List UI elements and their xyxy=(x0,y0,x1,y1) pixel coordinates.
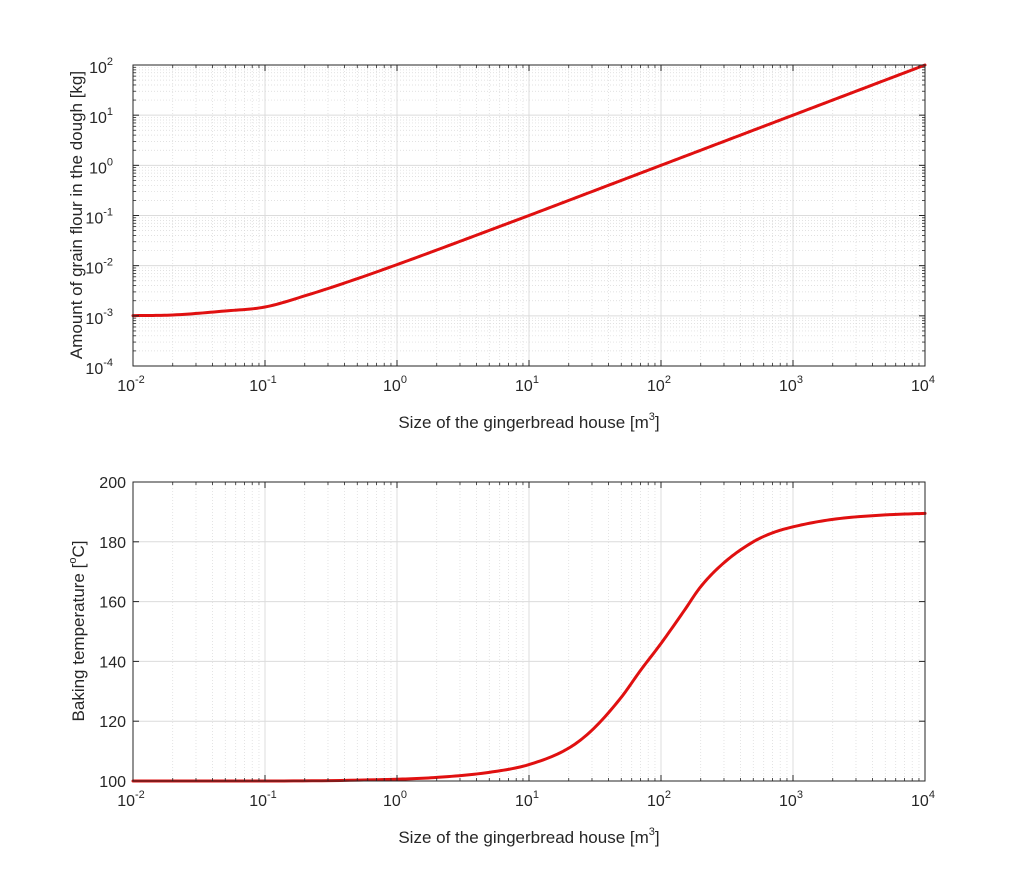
x-tick-label: 10-2 xyxy=(117,374,145,395)
x-tick-label: 101 xyxy=(515,374,539,395)
y-tick-label: 120 xyxy=(99,714,126,731)
y-tick-label: 10-2 xyxy=(85,257,113,278)
x-tick-label: 10-1 xyxy=(249,374,277,395)
y-tick-label: 200 xyxy=(99,475,126,492)
x-tick-label: 10-1 xyxy=(249,789,277,810)
top-x-axis-label: Size of the gingerbread house [m3] xyxy=(398,411,659,432)
y-tick-label: 160 xyxy=(99,595,126,612)
y-tick-label: 100 xyxy=(89,156,113,177)
y-tick-label: 10-1 xyxy=(85,207,113,228)
series-line xyxy=(131,511,927,783)
x-tick-label: 101 xyxy=(515,789,539,810)
y-tick-label: 10-4 xyxy=(85,357,113,378)
bottom-ticks xyxy=(132,481,926,782)
bottom-y-axis-label: Baking temperature [oC] xyxy=(67,541,88,722)
bottom-x-axis-label: Size of the gingerbread house [m3] xyxy=(398,826,659,847)
y-tick-label: 10-3 xyxy=(85,307,113,328)
x-tick-label: 104 xyxy=(911,789,935,810)
top-x-tick-labels: 10-2 10-1 100 101 102 103 104 xyxy=(117,374,935,395)
top-grid xyxy=(133,65,925,366)
bottom-grid xyxy=(133,482,925,781)
x-tick-label: 100 xyxy=(383,374,407,395)
y-tick-label: 180 xyxy=(99,535,126,552)
bottom-x-tick-labels: 10-2 10-1 100 101 102 103 104 xyxy=(117,789,935,810)
y-tick-label: 100 xyxy=(99,774,126,791)
y-tick-label: 101 xyxy=(89,106,113,127)
x-tick-label: 104 xyxy=(911,374,935,395)
x-tick-label: 103 xyxy=(779,789,803,810)
y-tick-label: 102 xyxy=(89,56,113,77)
top-y-tick-labels: 10-4 10-3 10-2 10-1 100 101 102 xyxy=(85,56,113,378)
bottom-chart: 10-2 10-1 100 101 102 103 104 100 120 140 160 180 2… xyxy=(67,475,935,847)
top-y-axis-label: Amount of grain flour in the dough [kg] xyxy=(67,71,86,359)
bottom-series xyxy=(131,511,927,783)
series-line xyxy=(131,63,927,318)
x-tick-label: 100 xyxy=(383,789,407,810)
y-tick-label: 140 xyxy=(99,654,126,671)
top-chart: 10-2 10-1 100 101 102 103 104 10-4 10-3 10-2 10-1… xyxy=(67,56,935,432)
bottom-y-tick-labels: 100 120 140 160 180 200 xyxy=(99,475,126,791)
top-ticks xyxy=(132,64,926,367)
x-tick-label: 102 xyxy=(647,374,671,395)
x-tick-label: 102 xyxy=(647,789,671,810)
x-tick-label: 10-2 xyxy=(117,789,145,810)
x-tick-label: 103 xyxy=(779,374,803,395)
top-series xyxy=(131,63,927,318)
